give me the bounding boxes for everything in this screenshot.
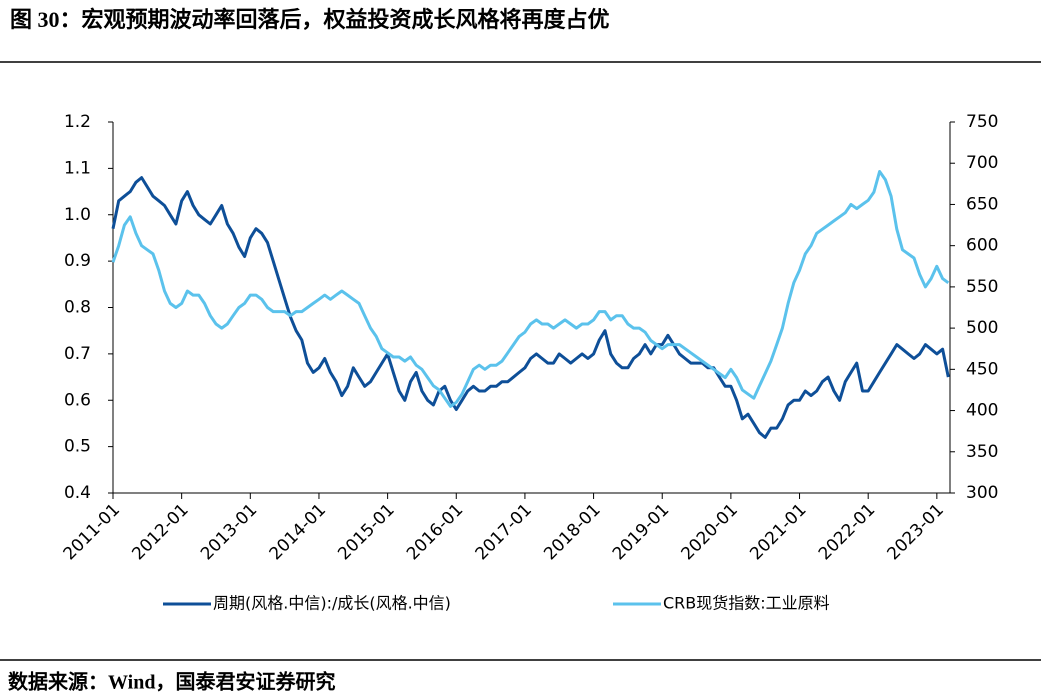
y2-tick-label: 500 — [966, 318, 998, 338]
x-tick-label: 2018-01 — [540, 500, 604, 564]
y-tick-label: 1.1 — [64, 158, 91, 178]
x-tick-label: 2016-01 — [403, 500, 467, 564]
y-tick-label: 1.2 — [64, 112, 91, 132]
y-tick-label: 0.7 — [64, 344, 91, 364]
y2-tick-label: 550 — [966, 277, 998, 297]
y2-tick-label: 750 — [966, 112, 998, 132]
x-tick-label: 2022-01 — [815, 500, 879, 564]
y2-tick-label: 350 — [966, 442, 998, 462]
y-tick-label: 0.5 — [64, 437, 91, 457]
x-tick-label: 2011-01 — [60, 500, 124, 564]
source: 数据来源：Wind，国泰君安证券研究 — [8, 670, 335, 694]
x-tick-label: 2012-01 — [128, 500, 192, 564]
x-tick-label: 2017-01 — [472, 500, 536, 564]
y-tick-label: 1.0 — [64, 205, 91, 225]
legend-label: CRB现货指数:工业原料 — [663, 594, 830, 613]
y2-tick-label: 300 — [966, 483, 998, 503]
y2-tick-label: 650 — [966, 194, 998, 214]
y2-tick-label: 400 — [966, 401, 998, 421]
y-tick-label: 0.6 — [64, 390, 91, 410]
y2-tick-label: 700 — [966, 153, 998, 173]
x-tick-label: 2013-01 — [197, 500, 261, 564]
y-tick-label: 0.8 — [64, 298, 91, 318]
y-tick-label: 0.9 — [64, 251, 91, 271]
y-tick-label: 0.4 — [64, 483, 91, 503]
x-tick-label: 2020-01 — [678, 500, 742, 564]
x-tick-label: 2019-01 — [609, 500, 673, 564]
series-line — [111, 176, 950, 439]
legend-label: 周期(风格.中信):/成长(风格.中信) — [213, 594, 451, 613]
chart-title: 图 30：宏观预期波动率回落后，权益投资成长风格将再度占优 — [10, 7, 610, 32]
y2-tick-label: 450 — [966, 359, 998, 379]
x-tick-label: 2015-01 — [334, 500, 398, 564]
x-tick-label: 2021-01 — [746, 500, 810, 564]
series-line — [111, 170, 950, 408]
x-tick-label: 2023-01 — [884, 500, 948, 564]
y2-tick-label: 600 — [966, 236, 998, 256]
x-tick-label: 2014-01 — [266, 500, 330, 564]
